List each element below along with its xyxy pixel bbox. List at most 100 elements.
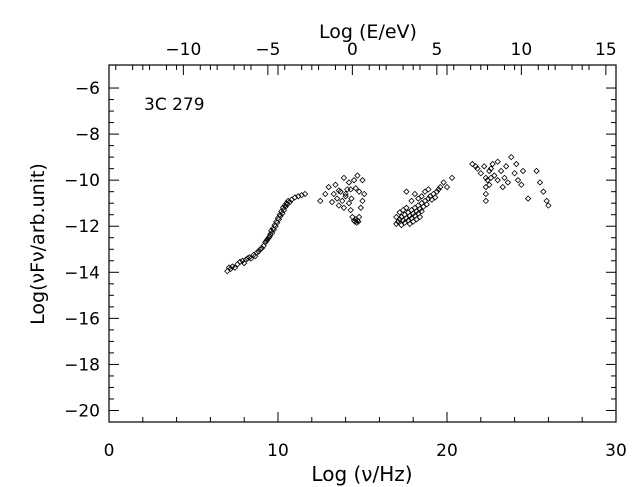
- data-point: [355, 213, 363, 221]
- top-x-tick-label: 10: [511, 40, 533, 60]
- data-point: [354, 172, 361, 179]
- data-point: [291, 194, 299, 201]
- data-point: [393, 213, 400, 221]
- x-tick-label: 10: [267, 441, 289, 461]
- data-point: [255, 248, 262, 255]
- data-point: [247, 255, 255, 262]
- data-point: [342, 190, 349, 198]
- data-point: [359, 176, 366, 184]
- data-point: [394, 218, 402, 225]
- x-axis-label: Log (ν/Hz): [311, 462, 412, 486]
- data-point: [236, 258, 244, 266]
- data-point: [322, 190, 329, 198]
- data-point: [348, 195, 355, 202]
- data-point: [335, 202, 343, 209]
- data-point: [345, 200, 353, 207]
- axis-ticks: [108, 65, 617, 422]
- data-point: [519, 167, 527, 175]
- data-point: [502, 163, 510, 170]
- data-point: [325, 183, 332, 191]
- data-point: [487, 165, 495, 172]
- data-point: [335, 187, 343, 194]
- data-point: [482, 174, 490, 182]
- top-x-tick-label: 15: [595, 40, 617, 60]
- data-point: [328, 198, 336, 206]
- data-point: [524, 195, 532, 202]
- data-point: [277, 212, 284, 220]
- data-point: [403, 204, 410, 211]
- data-point: [355, 218, 362, 225]
- data-point: [282, 203, 289, 210]
- data-point: [536, 179, 544, 186]
- data-point: [518, 181, 525, 188]
- data-point: [340, 174, 348, 182]
- data-point: [357, 204, 364, 211]
- data-point: [481, 163, 488, 170]
- data-point: [342, 193, 349, 200]
- data-point: [317, 197, 324, 205]
- data-point: [540, 188, 547, 195]
- data-point: [408, 197, 415, 205]
- data-point: [345, 179, 353, 186]
- y-tick-label: −20: [64, 401, 100, 421]
- data-point: [352, 185, 359, 192]
- data-point: [437, 183, 444, 191]
- tick-labels: 0 10 20 30 −20 −18 −16 −14 −12 −10 −8 −6 −10 −5 0 5 10 15: [64, 40, 627, 461]
- data-point: [504, 179, 512, 186]
- data-point: [333, 195, 341, 202]
- data-point: [482, 197, 490, 205]
- y-tick-label: −12: [64, 217, 100, 237]
- data-point: [332, 181, 339, 188]
- source-annotation: 3C 279: [144, 95, 205, 115]
- data-point: [263, 238, 270, 245]
- data-point: [501, 174, 508, 182]
- data-point: [268, 227, 275, 234]
- data-point: [403, 188, 410, 195]
- data-point: [423, 201, 430, 208]
- data-point: [513, 160, 520, 168]
- y-tick-label: −6: [75, 79, 100, 99]
- data-point: [355, 188, 363, 195]
- data-point: [477, 170, 484, 177]
- y-tick-label: −16: [64, 309, 100, 329]
- data-point: [494, 176, 501, 184]
- data-point: [239, 257, 246, 264]
- plot-frame: [108, 64, 617, 423]
- y-tick-label: −8: [75, 125, 100, 145]
- data-point: [491, 172, 498, 179]
- data-point: [425, 186, 432, 193]
- data-point: [264, 235, 272, 243]
- data-point: [448, 174, 456, 182]
- data-point: [425, 195, 432, 202]
- y-tick-label: −10: [64, 171, 100, 191]
- data-points: [224, 153, 552, 275]
- x-tick-label: 0: [104, 441, 115, 461]
- data-point: [543, 197, 550, 205]
- data-point: [499, 183, 506, 191]
- data-point: [339, 197, 346, 205]
- top-x-tick-label: −10: [165, 40, 201, 60]
- data-point: [511, 170, 518, 177]
- data-point: [482, 190, 490, 198]
- data-point: [337, 188, 344, 195]
- data-point: [514, 176, 522, 184]
- data-point: [266, 233, 273, 240]
- top-x-tick-label: 0: [347, 40, 358, 60]
- data-point: [253, 249, 261, 256]
- x-tick-label: 30: [605, 441, 627, 461]
- x-tick-label: 20: [436, 441, 458, 461]
- data-point: [347, 186, 354, 193]
- y-tick-label: −14: [64, 263, 100, 283]
- data-point: [359, 197, 366, 205]
- data-point: [545, 202, 552, 209]
- data-point: [411, 190, 419, 198]
- data-point: [508, 153, 515, 161]
- data-point: [267, 231, 274, 238]
- data-point: [433, 188, 441, 195]
- y-axis-label: Log(νFν/arb.unit): [27, 163, 49, 325]
- data-point: [298, 191, 305, 199]
- data-point: [418, 208, 425, 215]
- data-point: [340, 204, 348, 211]
- data-point: [231, 264, 239, 271]
